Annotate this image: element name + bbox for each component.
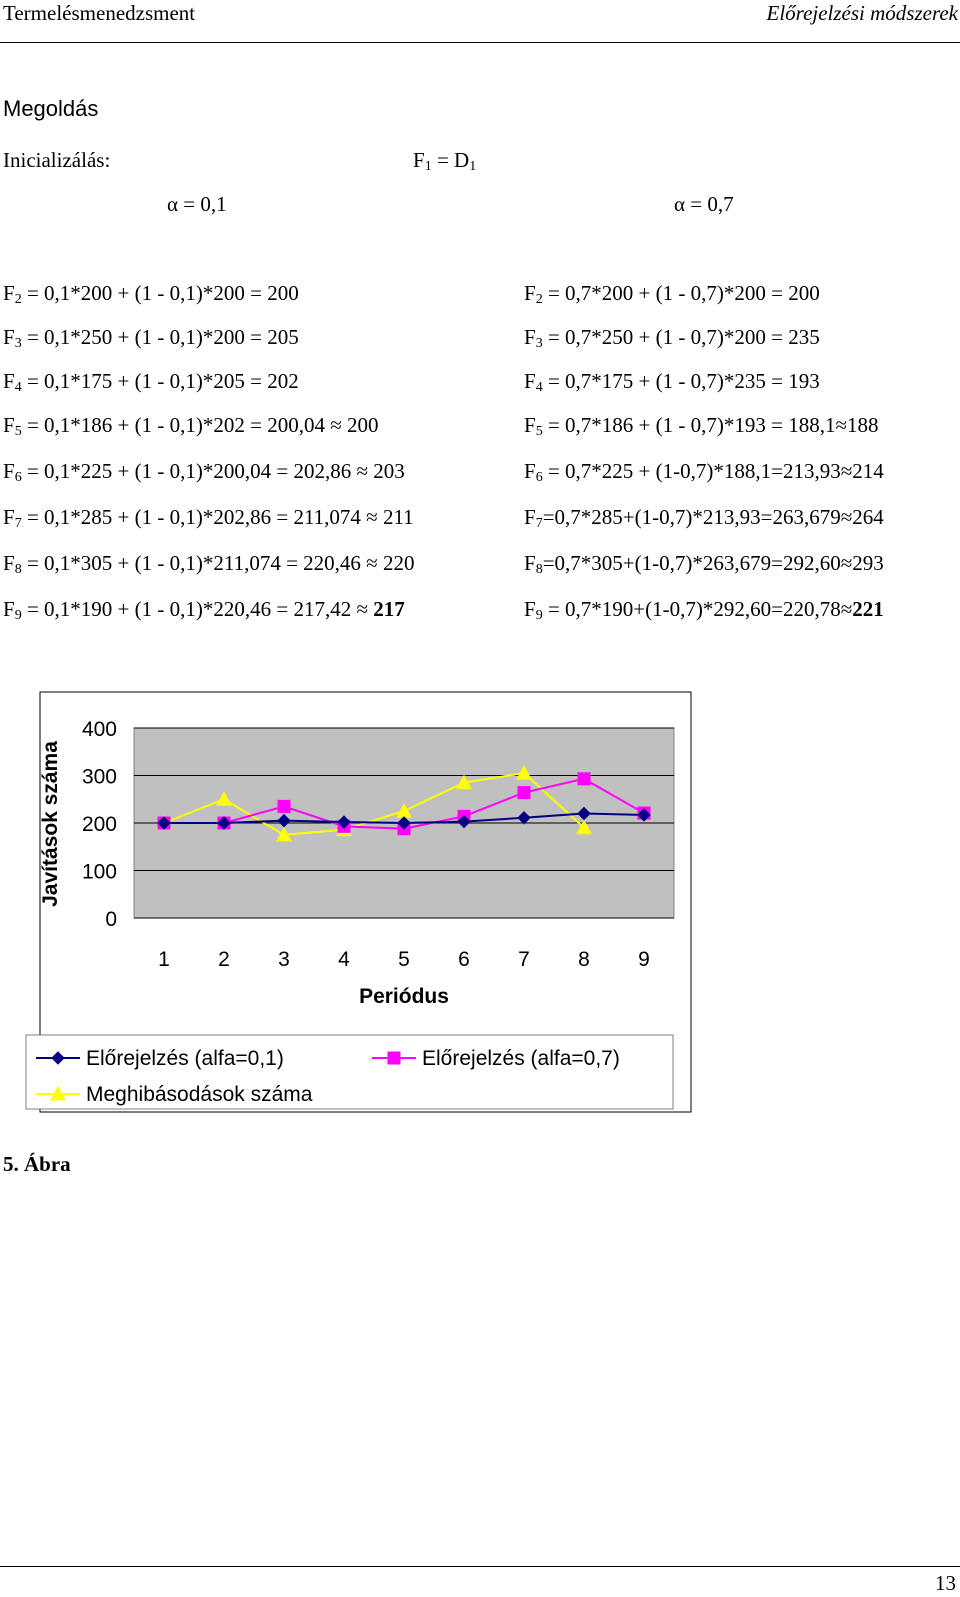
data-point-triangle [456, 774, 472, 790]
x-tick-label: 5 [398, 948, 410, 971]
data-point-diamond [217, 816, 231, 830]
left-equation-f5: F5 = 0,1*186 + (1 - 0,1)*202 = 200,04 ≈ … [3, 413, 379, 439]
data-point-triangle [216, 791, 232, 806]
approx-symbol: ≈ [356, 597, 368, 621]
left-equation-f6: F6 = 0,1*225 + (1 - 0,1)*200,04 = 202,86… [3, 459, 405, 485]
x-tick-label: 9 [638, 948, 650, 971]
right-equation-f4: F4 = 0,7*175 + (1 - 0,7)*235 = 193 [524, 369, 820, 395]
approx-symbol: ≈ [840, 505, 853, 529]
right-equation-f6: F6 = 0,7*225 + (1-0,7)*188,1=213,93≈214 [524, 459, 884, 485]
y-axis-label: Javítások száma [39, 741, 62, 907]
figure-caption: 5. Ábra [3, 1152, 71, 1176]
data-point-square [577, 772, 591, 786]
right-equation-f2: F2 = 0,7*200 + (1 - 0,7)*200 = 200 [524, 281, 820, 307]
left-equation-f7: F7 = 0,1*285 + (1 - 0,1)*202,86 = 211,07… [3, 505, 414, 531]
section-title: Megoldás [3, 96, 99, 121]
approx-symbol: ≈ [366, 551, 378, 575]
approx-symbol: ≈ [835, 413, 847, 437]
data-point-diamond [277, 813, 291, 828]
data-point-diamond [637, 808, 651, 822]
data-point-diamond [337, 815, 351, 829]
x-tick-label: 3 [278, 948, 290, 971]
legend-swatch-marker [387, 1051, 401, 1065]
left-equation-f8: F8 = 0,1*305 + (1 - 0,1)*211,074 = 220,4… [3, 551, 415, 577]
data-point-diamond [517, 811, 531, 825]
x-tick-label: 4 [338, 948, 350, 971]
header-divider [0, 42, 960, 43]
alpha-left: α = 0,1 [167, 192, 227, 216]
x-tick-label: 2 [218, 948, 230, 971]
series-markers [156, 765, 651, 842]
right-equation-f8: F8=0,7*305+(1-0,7)*263,679=292,60≈293 [524, 551, 884, 577]
legend-box [25, 1034, 674, 1110]
x-tick-labels: 1 2 3 4 5 6 7 8 9 [158, 948, 650, 971]
data-point-square [277, 799, 291, 813]
data-point-diamond [157, 816, 171, 830]
page-number: 13 [935, 1571, 956, 1595]
x-tick-label: 6 [458, 948, 470, 971]
data-point-triangle [576, 819, 592, 835]
left-equation-f9: F9 = 0,1*190 + (1 - 0,1)*220,46 = 217,42… [3, 597, 405, 623]
footer-divider [0, 1566, 960, 1567]
approx-symbol: ≈ [356, 459, 368, 483]
right-equation-f7: F7=0,7*285+(1-0,7)*213,93=263,679≈264 [524, 505, 884, 531]
left-equation-f4: F4 = 0,1*175 + (1 - 0,1)*205 = 202 [3, 369, 299, 395]
right-equation-f5: F5 = 0,7*186 + (1 - 0,7)*193 = 188,1≈188 [524, 413, 879, 439]
y-tick-label: 300 [82, 766, 117, 789]
x-tick-label: 1 [158, 948, 170, 971]
alpha-right: α = 0,7 [674, 192, 734, 216]
x-tick-label: 8 [578, 948, 590, 971]
y-tick-label: 100 [82, 861, 117, 884]
right-equation-f9: F9 = 0,7*190+(1-0,7)*292,60=220,78≈221 [524, 597, 884, 623]
right-equation-f3: F3 = 0,7*250 + (1 - 0,7)*200 = 235 [524, 325, 820, 351]
legend-label: Előrejelzés (alfa=0,1) [86, 1047, 284, 1070]
legend: Előrejelzés (alfa=0,1) Előrejelzés (alfa=… [36, 1047, 620, 1106]
left-equation-f3: F3 = 0,1*250 + (1 - 0,1)*200 = 205 [3, 325, 299, 351]
left-equation-f2: F2 = 0,1*200 + (1 - 0,1)*200 = 200 [3, 281, 299, 307]
data-point-triangle [516, 765, 532, 780]
approx-symbol: ≈ [840, 551, 853, 575]
y-tick-label: 0 [105, 908, 117, 931]
legend-label: Meghibásodások száma [86, 1083, 313, 1106]
y-tick-label: 400 [82, 718, 117, 741]
approx-symbol: ≈ [366, 505, 378, 529]
y-tick-label: 200 [82, 813, 117, 836]
legend-label: Előrejelzés (alfa=0,7) [422, 1047, 620, 1070]
data-point-triangle [276, 826, 292, 842]
data-point-diamond [457, 814, 471, 829]
x-tick-label: 7 [518, 948, 530, 971]
data-point-square [517, 786, 531, 800]
y-tick-labels: 0 100 200 300 400 [82, 718, 117, 931]
approx-symbol: ≈ [840, 459, 853, 483]
series-line [163, 772, 585, 836]
header-right: Előrejelzési módszerek [766, 1, 958, 25]
data-point-diamond [577, 806, 591, 821]
header-left: Termelésmenedzsment [3, 1, 196, 25]
approx-symbol: ≈ [330, 413, 342, 437]
init-formula: F1 = D1 [413, 148, 477, 174]
legend-swatch-marker [51, 1051, 65, 1065]
data-point-diamond [397, 816, 411, 830]
legend-swatch-marker [50, 1085, 66, 1101]
approx-symbol: ≈ [840, 597, 853, 621]
x-axis-label: Periódus [359, 985, 449, 1008]
init-label: Inicializálás: [3, 148, 111, 172]
